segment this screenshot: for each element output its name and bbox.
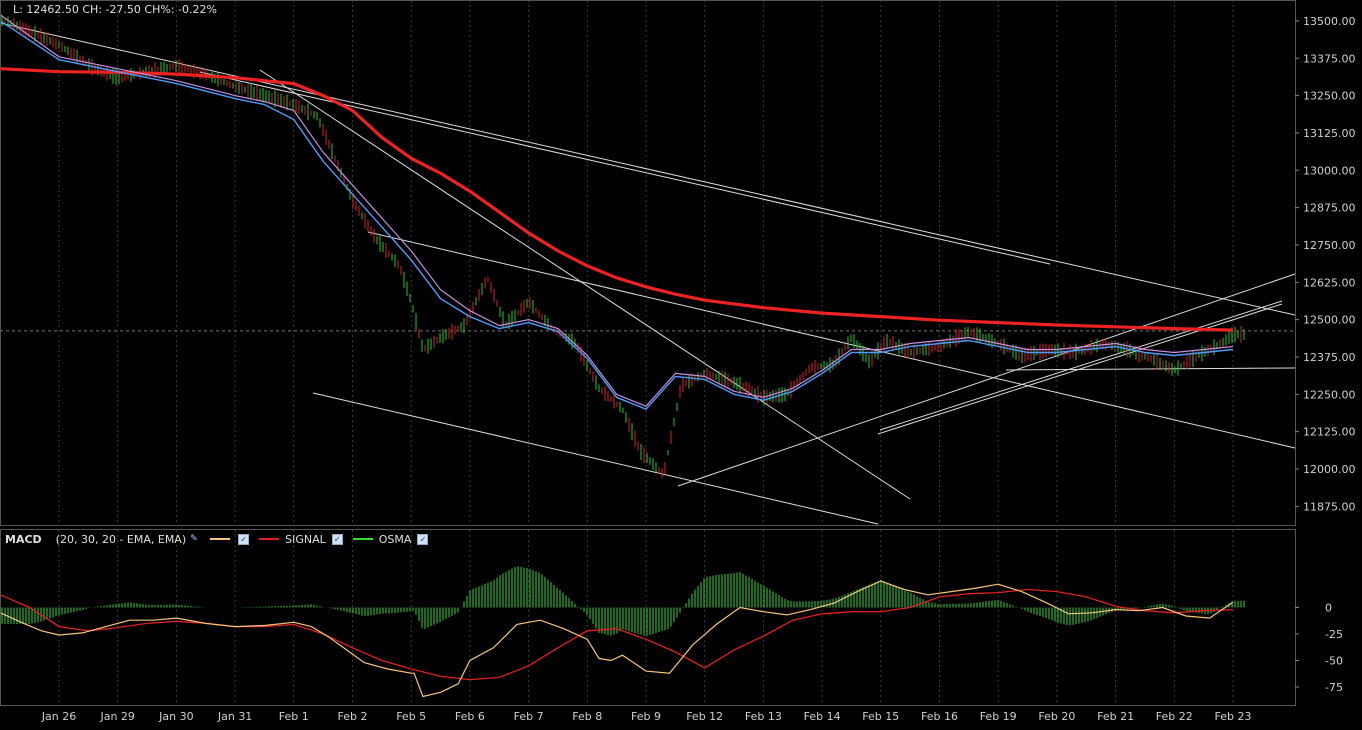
- x-tick-label: Feb 23: [1215, 710, 1252, 723]
- x-tick-label: Jan 29: [99, 710, 134, 723]
- y-tick-label: 13000.00: [1303, 164, 1356, 177]
- ema-fast-line: [0, 14, 1234, 407]
- x-tick-label: Feb 8: [572, 710, 602, 723]
- trendline: [259, 69, 911, 500]
- x-tick-label: Feb 19: [980, 710, 1017, 723]
- y-tick-label: 11875.00: [1303, 500, 1356, 513]
- ema-mid-line: [0, 20, 1234, 410]
- x-tick-label: Feb 16: [921, 710, 958, 723]
- y-tick-label: 12750.00: [1303, 239, 1356, 252]
- trendline: [1005, 367, 1296, 371]
- price-panel-frame: [0, 0, 1296, 526]
- wrench-icon[interactable]: ✎: [190, 534, 198, 544]
- trendline: [0, 22, 1296, 316]
- y-tick-label: 13375.00: [1303, 52, 1356, 65]
- y-tick-label: 12000.00: [1303, 463, 1356, 476]
- macd-panel: [0, 566, 1245, 698]
- osma-swatch: [352, 538, 373, 540]
- x-tick-label: Feb 5: [396, 710, 426, 723]
- y-tick-label: 12250.00: [1303, 388, 1356, 401]
- osma-visible-checkbox[interactable]: ✓: [417, 533, 429, 545]
- macd-visible-checkbox[interactable]: ✓: [238, 533, 250, 545]
- x-tick-label: Feb 7: [514, 710, 544, 723]
- macd-panel-frame: [0, 529, 1296, 706]
- macd-y-tick-label: -75: [1325, 681, 1343, 694]
- y-tick-label: 13250.00: [1303, 90, 1356, 103]
- macd-y-tick-label: -50: [1325, 654, 1343, 667]
- x-tick-label: Feb 9: [631, 710, 661, 723]
- y-tick-label: 12500.00: [1303, 314, 1356, 327]
- macd-line: [0, 580, 1234, 698]
- x-tick-label: Feb 20: [1038, 710, 1075, 723]
- price-info: L: 12462.50 CH: -27.50 CH%: -0.22%: [13, 3, 217, 16]
- y-tick-label: 12375.00: [1303, 351, 1356, 364]
- x-tick-label: Feb 14: [804, 710, 841, 723]
- price-series: [0, 14, 1234, 410]
- x-tick-label: Feb 6: [455, 710, 485, 723]
- y-tick-label: 13500.00: [1303, 15, 1356, 28]
- x-tick-label: Feb 2: [338, 710, 368, 723]
- y-tick-label: 12125.00: [1303, 426, 1356, 439]
- osma-label: OSMA: [378, 532, 412, 546]
- trendline: [677, 273, 1296, 487]
- price-bars: [1, 15, 1245, 479]
- x-tick-label: Feb 21: [1097, 710, 1134, 723]
- grid: [0, 0, 1295, 705]
- x-tick-label: Jan 30: [158, 710, 193, 723]
- signal-line-swatch: [259, 538, 280, 540]
- macd-params: (20, 30, 20 - EMA, EMA): [55, 532, 187, 546]
- x-tick-label: Feb 15: [862, 710, 899, 723]
- signal-label: SIGNAL: [285, 532, 326, 546]
- macd-y-tick-label: -25: [1325, 628, 1343, 641]
- y-tick-label: 12875.00: [1303, 202, 1356, 215]
- trendline: [879, 300, 1283, 431]
- signal-visible-checkbox[interactable]: ✓: [331, 533, 343, 545]
- y-tick-label: 12625.00: [1303, 276, 1356, 289]
- macd-legend: MACD (20, 30, 20 - EMA, EMA) ✎ ✓ SIGNAL …: [5, 532, 429, 546]
- trendline: [312, 392, 879, 525]
- x-tick-label: Jan 31: [217, 710, 252, 723]
- x-tick-label: Feb 22: [1156, 710, 1193, 723]
- y-tick-label: 13125.00: [1303, 127, 1356, 140]
- x-tick-label: Feb 12: [686, 710, 723, 723]
- macd-line-swatch: [210, 538, 231, 540]
- trendlines: [0, 22, 1296, 525]
- x-tick-label: Jan 26: [41, 710, 76, 723]
- x-tick-label: Feb 13: [745, 710, 782, 723]
- macd-y-tick-label: 0: [1325, 601, 1332, 614]
- ema-slow-line: [0, 67, 1234, 332]
- macd-title: MACD: [5, 532, 42, 546]
- trendline: [367, 231, 1296, 449]
- x-tick-label: Feb 1: [279, 710, 309, 723]
